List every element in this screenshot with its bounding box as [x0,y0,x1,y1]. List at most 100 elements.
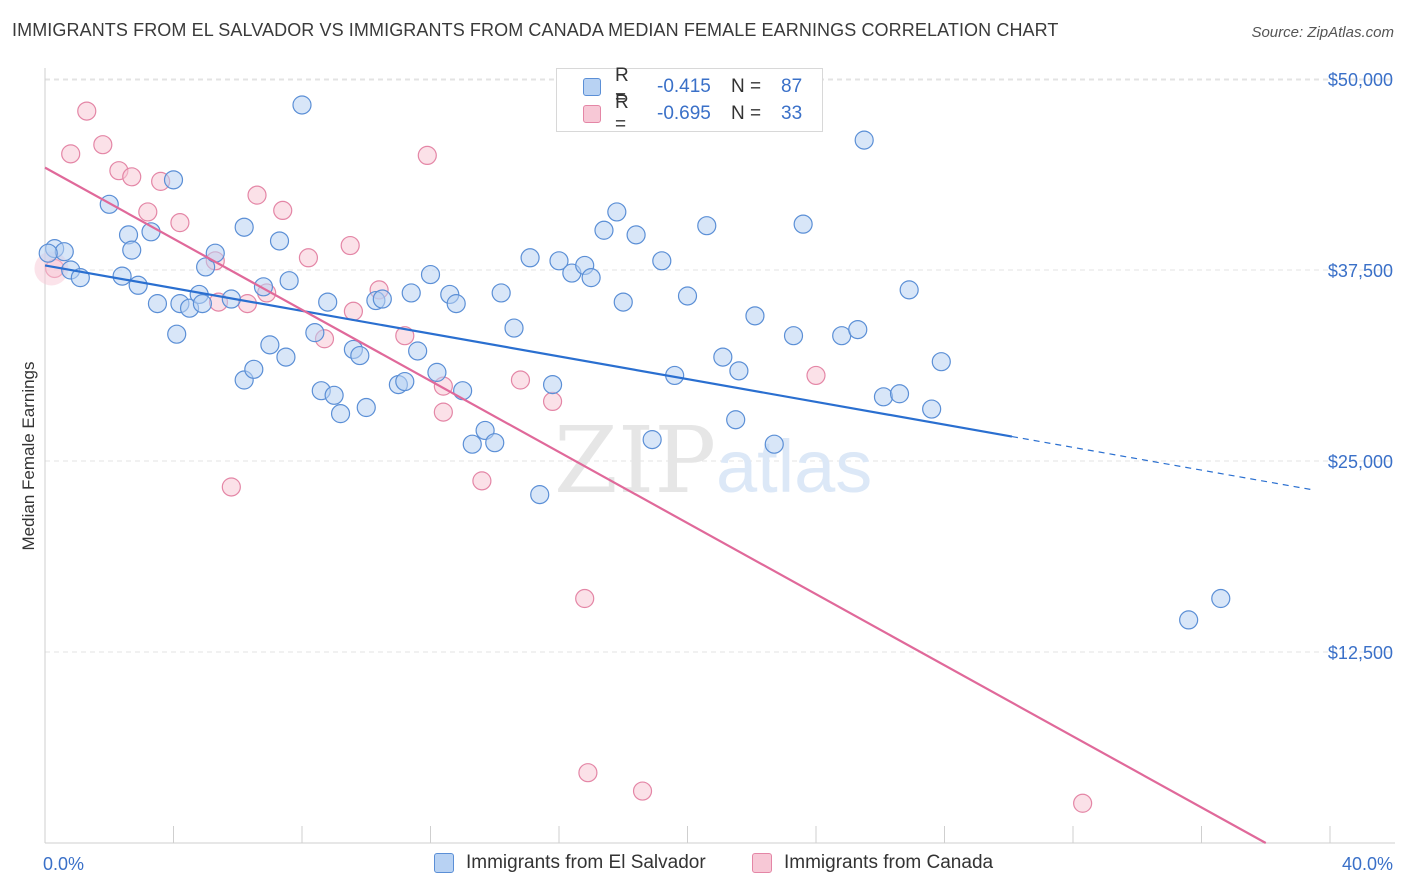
el-salvador-point [491,283,511,303]
el-salvador-point [167,324,187,344]
canada-point [510,370,531,390]
el-salvador-points [38,95,1231,630]
legend-swatch-blue [583,78,601,96]
el-salvador-point [873,387,894,407]
n-label: N = [731,103,762,124]
el-salvador-point [427,362,447,382]
r-label: R = [615,92,629,135]
trend-lines [44,166,1315,844]
axes [44,68,1395,844]
el-salvador-point [899,280,919,300]
r-label: R = [615,65,629,108]
canada-point [273,200,293,221]
el-salvador-point [542,375,563,395]
canada-point [578,763,598,783]
el-salvador-point [697,216,717,236]
series-legend: Immigrants from El Salvador Immigrants f… [0,852,1406,878]
canada-point [221,477,241,497]
el-salvador-trend-line [44,264,1013,438]
el-salvador-point [163,170,184,190]
source-label: Source: ZipAtlas.com [1251,24,1394,41]
legend-item-el-salvador[interactable]: Immigrants from El Salvador [434,852,706,874]
canada-point [170,213,190,233]
el-salvador-point [549,251,569,271]
y-tick-label: $37,500 [1328,261,1393,281]
y-tick-label: $12,500 [1328,643,1393,663]
el-salvador-point [504,318,524,338]
el-salvador-point [128,275,148,295]
x-tick-label: 40.0% [1342,854,1393,874]
canada-point [575,588,595,609]
el-salvador-point [729,361,749,381]
el-salvador-point [453,381,473,401]
el-salvador-point [462,434,482,454]
el-salvador-point [420,264,441,285]
el-salvador-point [269,231,290,251]
el-salvador-point [607,202,627,222]
r-value: -0.415 [657,76,711,97]
el-salvador-trend-extension [1011,435,1315,491]
canada-point [1073,793,1093,813]
el-salvador-point [594,220,614,240]
el-salvador-point [234,217,254,237]
el-salvador-point [485,433,505,453]
n-value: 33 [781,103,803,124]
n-value: 87 [781,76,803,97]
canada-point [806,365,826,386]
el-salvador-point [292,95,312,115]
canada-point [472,471,492,491]
y-tick-label: $50,000 [1328,70,1393,90]
canada-point [77,101,97,121]
el-salvador-point [1179,610,1199,630]
legend-item-canada[interactable]: Immigrants from Canada [752,852,993,874]
canada-point [433,402,453,422]
canada-trend-line [44,166,1267,844]
el-salvador-point [446,294,466,314]
el-salvador-point [324,385,344,405]
legend-swatch-blue [434,853,454,873]
canada-point [298,248,319,268]
watermark-atlas: atlas [716,425,872,508]
el-salvador-point [793,214,813,234]
el-salvador-point [244,359,264,379]
legend-swatch-pink [752,853,772,873]
el-salvador-point [305,323,325,343]
el-salvador-point [54,242,74,262]
el-salvador-point [330,404,351,424]
el-salvador-point [196,257,216,277]
el-salvador-point [848,319,868,340]
legend-label: Immigrants from El Salvador [466,852,706,873]
y-tick-label: $25,000 [1328,452,1393,472]
el-salvador-point [408,341,428,361]
el-salvador-point [122,240,142,260]
canada-point [632,781,653,801]
el-salvador-point [350,345,370,366]
el-salvador-point [581,268,601,288]
canada-point [61,144,81,164]
watermark: ZIP atlas [554,407,872,514]
y-axis-label: Median Female Earnings [19,362,38,551]
canada-point [237,294,257,314]
legend-row-canada: R = -0.695 N = 33 [557,92,803,135]
el-salvador-point [764,434,784,454]
correlation-legend: R = -0.415 N = 87 R = -0.695 N = 33 [556,65,823,135]
el-salvador-point [1211,588,1231,609]
canada-point [138,202,158,222]
canada-point [542,391,563,412]
el-salvador-point [279,271,299,291]
el-salvador-point [192,294,213,314]
el-salvador-point [372,289,392,309]
el-salvador-point [677,286,698,306]
n-label: N = [731,76,762,97]
chart-title: IMMIGRANTS FROM EL SALVADOR VS IMMIGRANT… [12,20,1059,40]
el-salvador-point [783,326,804,346]
el-salvador-point [260,335,280,355]
legend-swatch-pink [583,105,601,123]
canada-point [417,145,437,165]
el-salvador-point [530,485,550,505]
r-value: -0.695 [657,103,711,124]
el-salvador-point [318,292,338,312]
y-tick-labels: $12,500 $25,000 $37,500 $50,000 [1328,70,1393,663]
el-salvador-point [38,243,58,263]
el-salvador-point [395,371,415,392]
